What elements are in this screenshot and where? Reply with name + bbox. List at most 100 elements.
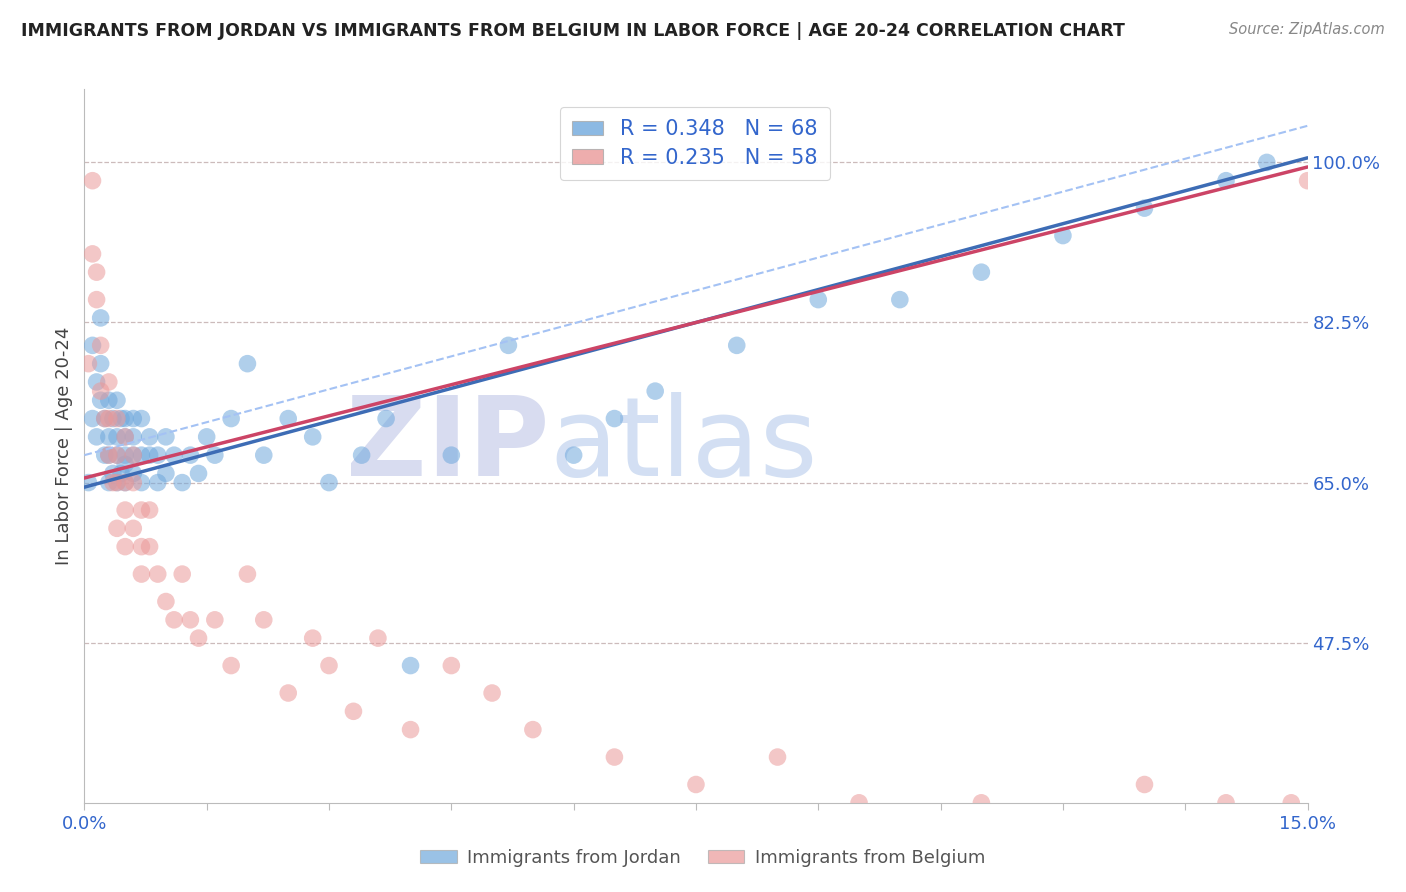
Point [97, 448, 120, 462]
Point [86, 430, 108, 444]
Point [179, 613, 201, 627]
Point [114, 540, 136, 554]
Point [195, 430, 218, 444]
Point [90, 310, 112, 325]
Point [342, 704, 364, 718]
Point [122, 448, 145, 462]
Point [90, 393, 112, 408]
Point [318, 658, 340, 673]
Point [105, 411, 128, 425]
Point [725, 338, 748, 352]
Point [97, 448, 120, 462]
Point [889, 293, 911, 307]
Point [301, 430, 323, 444]
Point [219, 658, 242, 673]
Point [187, 467, 209, 481]
Point [644, 384, 666, 398]
Point [172, 567, 194, 582]
Point [105, 521, 128, 535]
Point [848, 796, 870, 810]
Point [301, 631, 323, 645]
Point [131, 411, 153, 425]
Point [97, 393, 120, 408]
Point [114, 475, 136, 490]
Point [114, 430, 136, 444]
Point [1133, 777, 1156, 791]
Point [90, 338, 112, 352]
Point [685, 777, 707, 791]
Point [399, 658, 422, 673]
Point [110, 467, 132, 481]
Point [399, 723, 422, 737]
Point [146, 448, 169, 462]
Point [277, 686, 299, 700]
Point [219, 411, 242, 425]
Point [122, 475, 145, 490]
Point [131, 448, 153, 462]
Text: atlas: atlas [550, 392, 818, 500]
Y-axis label: In Labor Force | Age 20-24: In Labor Force | Age 20-24 [55, 326, 73, 566]
Point [122, 448, 145, 462]
Point [138, 430, 160, 444]
Point [146, 475, 169, 490]
Point [204, 613, 226, 627]
Point [114, 503, 136, 517]
Point [1296, 174, 1319, 188]
Point [163, 613, 186, 627]
Point [146, 567, 169, 582]
Point [807, 293, 830, 307]
Point [114, 458, 136, 472]
Point [187, 631, 209, 645]
Point [114, 411, 136, 425]
Point [131, 503, 153, 517]
Point [110, 411, 132, 425]
Point [562, 448, 585, 462]
Point [105, 475, 128, 490]
Point [101, 467, 124, 481]
Point [155, 467, 177, 481]
Point [1256, 814, 1278, 829]
Point [97, 375, 120, 389]
Point [498, 338, 520, 352]
Point [86, 293, 108, 307]
Point [97, 475, 120, 490]
Point [82, 174, 104, 188]
Point [155, 594, 177, 608]
Point [522, 723, 544, 737]
Point [277, 411, 299, 425]
Point [1052, 228, 1074, 243]
Text: ZIP: ZIP [346, 392, 550, 500]
Point [1279, 796, 1302, 810]
Point [101, 475, 124, 490]
Point [163, 448, 186, 462]
Point [138, 540, 160, 554]
Point [97, 411, 120, 425]
Point [172, 475, 194, 490]
Text: IMMIGRANTS FROM JORDAN VS IMMIGRANTS FROM BELGIUM IN LABOR FORCE | AGE 20-24 COR: IMMIGRANTS FROM JORDAN VS IMMIGRANTS FRO… [21, 22, 1125, 40]
Point [131, 475, 153, 490]
Point [155, 430, 177, 444]
Point [440, 658, 463, 673]
Point [105, 430, 128, 444]
Point [236, 357, 259, 371]
Point [970, 265, 993, 279]
Point [86, 375, 108, 389]
Point [1215, 174, 1237, 188]
Point [440, 448, 463, 462]
Point [350, 448, 373, 462]
Point [204, 448, 226, 462]
Point [122, 467, 145, 481]
Point [1215, 796, 1237, 810]
Point [138, 448, 160, 462]
Point [1052, 814, 1074, 829]
Point [318, 475, 340, 490]
Point [105, 475, 128, 490]
Text: Source: ZipAtlas.com: Source: ZipAtlas.com [1229, 22, 1385, 37]
Point [101, 411, 124, 425]
Point [375, 411, 398, 425]
Point [82, 338, 104, 352]
Point [481, 686, 503, 700]
Point [253, 613, 276, 627]
Point [1256, 155, 1278, 169]
Point [131, 540, 153, 554]
